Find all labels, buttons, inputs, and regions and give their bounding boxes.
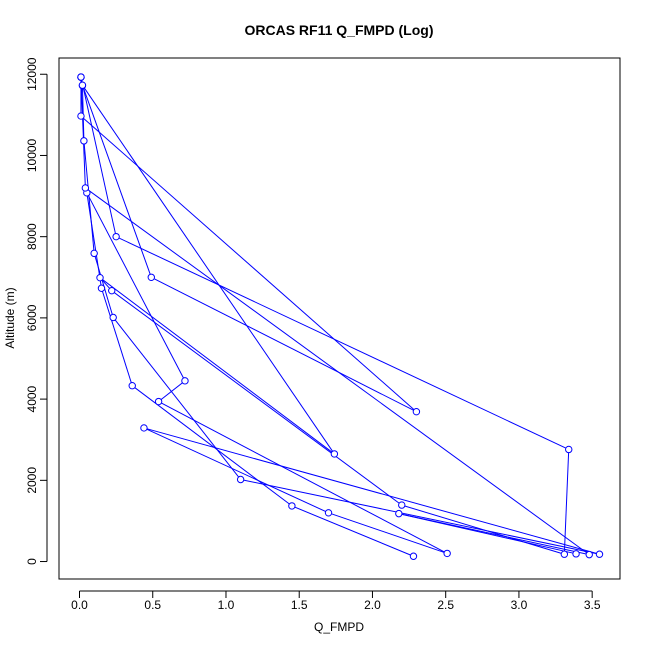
series-segment [158,401,448,554]
x-tick-label: 3.5 [584,598,601,612]
data-point [80,137,88,145]
data-point [140,424,148,432]
data-point [565,445,573,454]
series-segment [115,236,569,450]
data-point [412,407,421,416]
data-point [595,550,604,558]
y-tick-label: 0 [25,558,39,565]
data-point [128,382,136,390]
series-segment [328,512,448,554]
data-point [324,509,333,517]
series-segment [101,288,133,386]
series-segment [80,77,86,188]
x-tick-label: 1.0 [218,598,235,612]
series-segment [151,276,417,413]
data-point [560,550,569,558]
chart-title: ORCAS RF11 Q_FMPD (Log) [244,22,433,38]
y-tick-label: 8000 [25,223,39,250]
series-segment [80,76,117,237]
data-point [585,550,593,559]
series-segment [131,385,293,507]
series-segment [81,85,152,278]
x-tick-label: 0.0 [71,598,88,612]
y-tick-label: 2000 [25,467,39,494]
data-point [78,81,87,89]
y-tick-label: 4000 [25,385,39,412]
series-segment [86,192,102,289]
data-point [236,475,245,484]
series-segment [80,115,417,413]
y-tick-label: 12000 [25,57,39,91]
series-segment [83,140,95,254]
data-point [90,249,98,258]
series-segment [86,192,186,382]
series-segment [85,187,590,556]
data-point [77,112,85,120]
series-segment [401,504,565,555]
data-point [96,273,104,282]
data-point [97,284,106,292]
series-segment [143,427,600,555]
x-tick-label: 0.5 [144,598,161,612]
data-point [77,73,85,81]
x-tick-label: 3.0 [511,598,528,612]
data-point [81,184,90,192]
series-segment [82,84,335,455]
data-point [181,377,189,385]
series-segment [111,290,403,506]
data-point [154,397,163,406]
series-segment [398,513,577,555]
plot-frame [58,57,621,580]
data-point [109,313,117,322]
series-segment [291,505,414,557]
data-point [330,450,339,458]
y-tick-label: 10000 [25,138,39,172]
x-axis-label: Q_FMPD [314,620,364,634]
x-axis: 0.0 0.5 1.0 1.5 2.0 2.5 3.0 3.5 [71,590,601,612]
x-tick-label: 2.5 [437,598,454,612]
data-point [108,286,116,295]
y-axis: 0 2000 4000 6000 8000 10000 12000 [25,57,48,565]
data-point [112,232,120,241]
series-segment [99,277,335,455]
data-point [398,501,406,509]
data-point [147,273,155,281]
x-tick-label: 1.5 [291,598,308,612]
series-segment [143,427,329,514]
y-axis-label: Altitude (m) [3,287,17,348]
series-layer [77,73,604,560]
x-tick-label: 2.0 [364,598,381,612]
data-point [288,502,296,510]
data-point [443,549,451,558]
y-tick-label: 6000 [25,304,39,331]
series-segment [112,317,242,480]
data-point [572,550,580,558]
data-point [409,552,418,560]
data-point [395,509,403,518]
series-segment [240,479,600,555]
